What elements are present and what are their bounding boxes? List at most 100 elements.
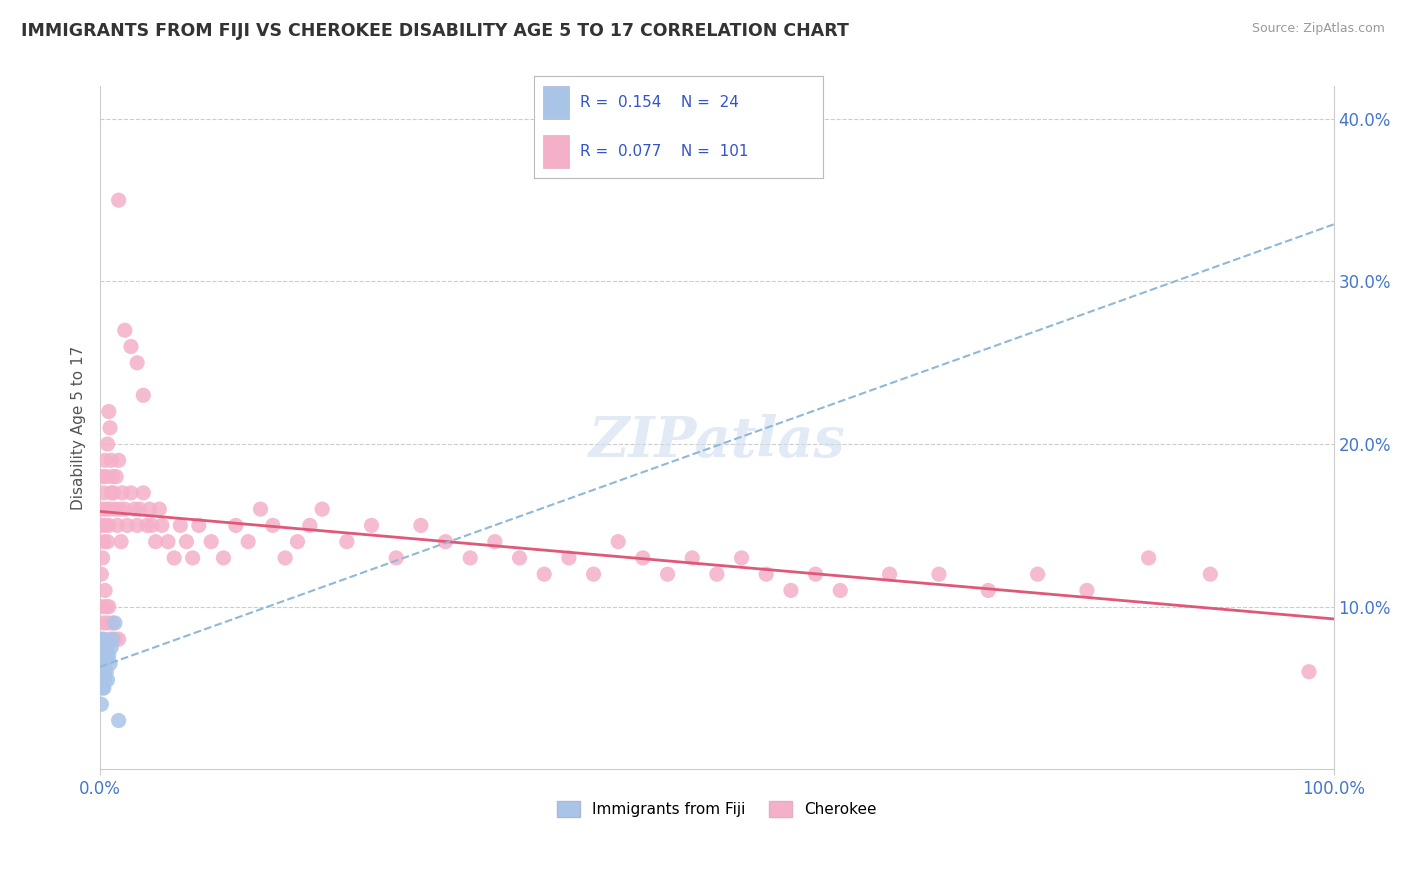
Point: [100, 486, 122, 500]
Point: [1026, 567, 1049, 582]
Point: [1199, 567, 1222, 582]
Point: [101, 469, 124, 483]
Point: [93, 632, 115, 647]
Point: [107, 453, 129, 467]
Point: [132, 388, 155, 402]
Y-axis label: Disability Age 5 to 17: Disability Age 5 to 17: [72, 346, 86, 510]
Point: [97, 518, 120, 533]
Point: [93, 615, 115, 630]
Point: [582, 567, 605, 582]
Point: [150, 518, 173, 533]
Point: [110, 534, 132, 549]
Point: [458, 550, 481, 565]
Point: [225, 518, 247, 533]
Point: [104, 502, 127, 516]
Point: [107, 632, 129, 647]
Point: [156, 534, 179, 549]
Point: [706, 567, 728, 582]
Point: [138, 502, 160, 516]
Point: [385, 550, 408, 565]
Point: [484, 534, 506, 549]
Point: [90, 567, 112, 582]
Point: [274, 550, 297, 565]
Point: [111, 486, 134, 500]
Point: [212, 550, 235, 565]
Point: [117, 518, 139, 533]
Point: [132, 486, 155, 500]
Point: [249, 502, 271, 516]
Point: [631, 550, 654, 565]
Point: [97, 648, 120, 663]
Point: [409, 518, 432, 533]
Bar: [543, 87, 569, 119]
Point: [145, 534, 167, 549]
Text: ZIPatlas: ZIPatlas: [589, 414, 845, 469]
Point: [755, 567, 778, 582]
Point: [96, 469, 118, 483]
Point: [96, 640, 118, 655]
Legend: Immigrants from Fiji, Cherokee: Immigrants from Fiji, Cherokee: [551, 795, 883, 823]
Point: [681, 550, 703, 565]
Point: [141, 518, 163, 533]
Point: [108, 502, 131, 516]
Point: [780, 583, 803, 598]
Point: [90, 648, 112, 663]
Point: [103, 486, 125, 500]
Point: [94, 673, 117, 687]
Point: [98, 421, 121, 435]
Point: [90, 698, 112, 712]
Point: [90, 673, 112, 687]
Point: [124, 502, 146, 516]
Point: [94, 453, 117, 467]
Point: [262, 518, 284, 533]
Point: [1076, 583, 1098, 598]
Point: [657, 567, 679, 582]
Point: [101, 615, 124, 630]
Point: [105, 518, 128, 533]
Point: [93, 681, 115, 695]
Point: [128, 502, 150, 516]
Point: [93, 486, 115, 500]
Point: [187, 518, 209, 533]
Point: [977, 583, 1000, 598]
Point: [97, 599, 120, 614]
Point: [298, 518, 321, 533]
Point: [105, 469, 128, 483]
Point: [928, 567, 950, 582]
Point: [94, 657, 117, 671]
Point: [100, 453, 122, 467]
Point: [98, 632, 121, 647]
Point: [114, 502, 136, 516]
Point: [127, 518, 149, 533]
Point: [1298, 665, 1320, 679]
Point: [434, 534, 457, 549]
Point: [360, 518, 382, 533]
Point: [114, 323, 136, 337]
Point: [93, 665, 115, 679]
Text: Source: ZipAtlas.com: Source: ZipAtlas.com: [1251, 22, 1385, 36]
Point: [509, 550, 531, 565]
Point: [91, 657, 114, 671]
Text: R =  0.154    N =  24: R = 0.154 N = 24: [581, 95, 740, 110]
Point: [181, 550, 204, 565]
Point: [336, 534, 359, 549]
Point: [96, 502, 118, 516]
Point: [148, 502, 170, 516]
Point: [91, 469, 114, 483]
Point: [107, 714, 129, 728]
Point: [107, 193, 129, 207]
Point: [93, 648, 115, 663]
Point: [96, 648, 118, 663]
Point: [96, 534, 118, 549]
Point: [96, 673, 118, 687]
Point: [127, 356, 149, 370]
Point: [91, 502, 114, 516]
Text: IMMIGRANTS FROM FIJI VS CHEROKEE DISABILITY AGE 5 TO 17 CORRELATION CHART: IMMIGRANTS FROM FIJI VS CHEROKEE DISABIL…: [21, 22, 849, 40]
Point: [101, 632, 124, 647]
Point: [96, 615, 118, 630]
Point: [163, 550, 186, 565]
Point: [94, 518, 117, 533]
Point: [804, 567, 827, 582]
Point: [200, 534, 222, 549]
Point: [1137, 550, 1160, 565]
